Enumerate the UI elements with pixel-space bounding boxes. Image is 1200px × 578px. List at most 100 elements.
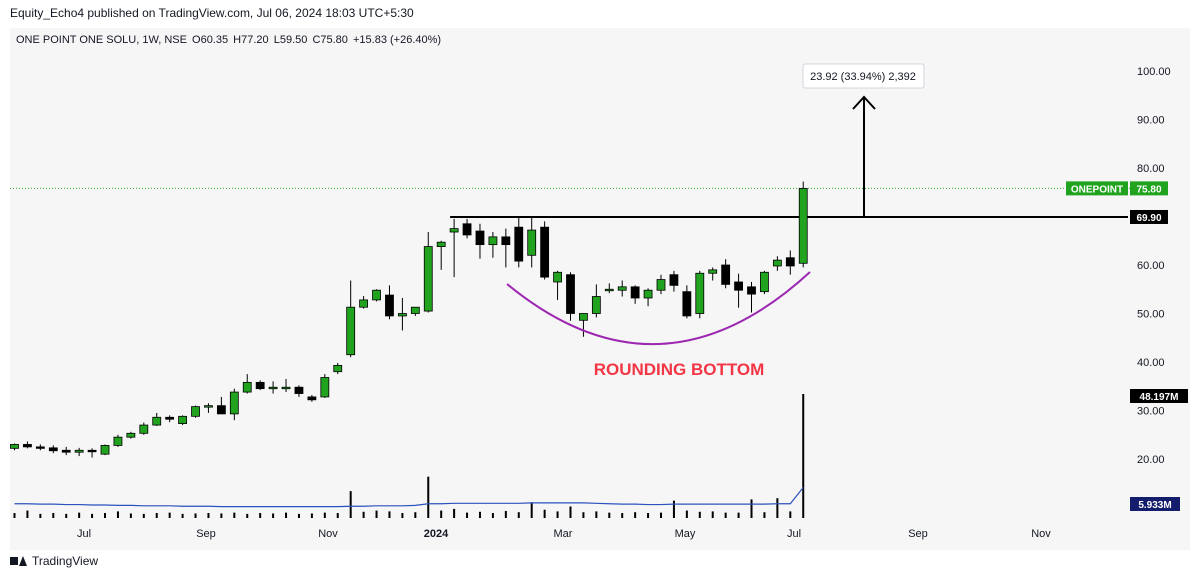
candle[interactable]	[656, 274, 666, 295]
candle[interactable]	[61, 446, 71, 456]
candle[interactable]	[540, 221, 550, 280]
candle[interactable]	[630, 285, 640, 304]
candle[interactable]	[372, 289, 381, 302]
volume-ma-tag-value: 5.933M	[1138, 500, 1171, 511]
candle[interactable]	[772, 256, 782, 271]
candle[interactable]	[152, 412, 162, 427]
candle[interactable]	[798, 181, 808, 268]
candle-body-down	[721, 264, 731, 285]
volume-bar	[194, 513, 197, 518]
candle-body-down	[462, 223, 472, 236]
candle[interactable]	[397, 297, 407, 331]
candle[interactable]	[229, 388, 239, 421]
candle[interactable]	[255, 380, 265, 391]
candle-body-up	[191, 406, 200, 417]
candle[interactable]	[346, 280, 356, 358]
volume-bar	[13, 513, 16, 518]
candle[interactable]	[643, 288, 653, 307]
volume-bar	[246, 513, 249, 518]
candle[interactable]	[307, 394, 317, 402]
chart-area[interactable]	[10, 28, 1190, 550]
candle-body-up	[281, 386, 291, 390]
volume-bar	[453, 508, 456, 518]
candle[interactable]	[682, 285, 692, 319]
candle[interactable]	[100, 444, 110, 456]
candle[interactable]	[695, 270, 705, 319]
candle-body-up	[113, 436, 123, 446]
candle[interactable]	[126, 431, 136, 439]
rounding-bottom-curve[interactable]	[506, 271, 811, 345]
candle[interactable]	[74, 447, 84, 457]
candle[interactable]	[579, 313, 588, 337]
candle[interactable]	[191, 405, 200, 418]
candle[interactable]	[462, 218, 472, 239]
candle-body-up	[436, 241, 446, 247]
volume-bar	[336, 513, 339, 518]
candle[interactable]	[87, 448, 97, 458]
candle[interactable]	[48, 445, 58, 454]
candle-body-up	[74, 449, 84, 453]
candle[interactable]	[410, 306, 420, 316]
candle[interactable]	[35, 444, 45, 451]
candle[interactable]	[320, 374, 330, 398]
candle-body-down	[747, 286, 756, 295]
candle[interactable]	[23, 441, 32, 449]
candle-body-up	[229, 391, 239, 415]
candle[interactable]	[281, 378, 291, 393]
volume-ma-tag	[1130, 497, 1180, 511]
volume-tag-value: 48.197M	[1140, 392, 1179, 403]
candle[interactable]	[721, 259, 731, 289]
candle[interactable]	[113, 434, 123, 447]
candle[interactable]	[760, 270, 769, 295]
candle[interactable]	[178, 415, 187, 426]
x-tick-label: Jul	[77, 528, 91, 540]
volume-bar	[569, 506, 572, 518]
candle[interactable]	[449, 218, 459, 278]
candle[interactable]	[553, 270, 562, 300]
candle[interactable]	[139, 422, 149, 435]
candle[interactable]	[591, 284, 601, 318]
candle-body-up	[178, 415, 187, 424]
candle[interactable]	[204, 403, 213, 413]
footer: TradingView	[10, 554, 98, 568]
candle[interactable]	[294, 385, 304, 397]
candle[interactable]	[514, 217, 524, 268]
volume-bar	[543, 509, 546, 518]
candle-body-down	[23, 444, 32, 448]
candle[interactable]	[333, 362, 343, 375]
x-tick-label: Nov	[1031, 528, 1051, 540]
candle-body-down	[475, 230, 485, 246]
candle-body-up	[643, 289, 653, 299]
candle[interactable]	[501, 228, 511, 268]
candle[interactable]	[617, 280, 627, 297]
candle[interactable]	[708, 267, 718, 281]
candle[interactable]	[747, 281, 756, 313]
candle-body-down	[734, 281, 743, 291]
candle-body-down	[216, 405, 226, 415]
candle[interactable]	[423, 232, 433, 313]
candle[interactable]	[359, 296, 369, 309]
candle[interactable]	[436, 240, 446, 270]
candle-body-up	[604, 288, 614, 292]
candle[interactable]	[734, 273, 743, 308]
candle[interactable]	[242, 374, 252, 394]
volume-bar	[181, 513, 184, 518]
candle[interactable]	[669, 270, 679, 292]
volume-bar	[297, 513, 300, 518]
tradingview-logo-icon	[10, 555, 28, 567]
candle[interactable]	[385, 285, 394, 320]
candle[interactable]	[268, 381, 278, 394]
candle[interactable]	[488, 232, 498, 258]
y-tick-label: 60.00	[1137, 260, 1165, 272]
candle[interactable]	[165, 415, 175, 423]
candle[interactable]	[10, 443, 19, 451]
candle[interactable]	[475, 223, 485, 259]
candle[interactable]	[785, 250, 795, 275]
candle[interactable]	[527, 216, 537, 268]
legend-symbol: ONE POINT ONE SOLU, 1W, NSE	[16, 34, 187, 46]
candle[interactable]	[604, 283, 614, 294]
candle-body-down	[35, 446, 45, 449]
candle[interactable]	[216, 396, 226, 415]
candle[interactable]	[566, 272, 575, 321]
